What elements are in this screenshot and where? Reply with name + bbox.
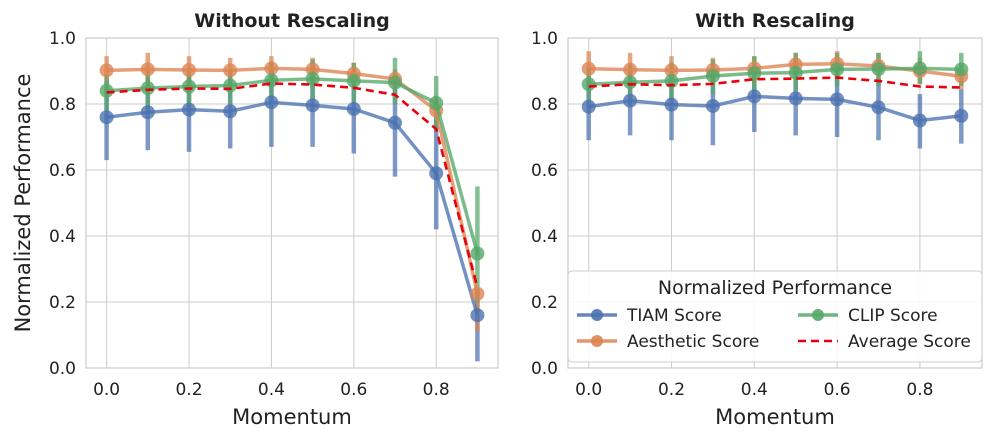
panel-with-rescaling: 0.0 0.2 0.4 0.6 0.8 1.0 0.0 0.2 0.4 0.6 0.8 With Re… — [531, 10, 983, 429]
x-tick-label: 0.0 — [575, 380, 602, 400]
y-tick-label: 0.2 — [49, 293, 76, 313]
data-point-clip-score — [388, 75, 402, 90]
data-point-aesthetic-score — [305, 62, 320, 77]
y-tick-label: 0.2 — [531, 293, 558, 313]
data-point-clip-score — [140, 81, 155, 96]
legend-marker — [591, 309, 603, 321]
data-point-tiam-score — [912, 113, 927, 128]
chart-title: With Rescaling — [695, 10, 855, 32]
axes-frame — [85, 37, 499, 369]
data-point-clip-score — [223, 78, 238, 93]
chart-title: Without Rescaling — [194, 10, 389, 32]
data-point-tiam-score — [305, 98, 320, 113]
data-point-tiam-score — [388, 115, 402, 130]
data-point-aesthetic-score — [470, 286, 485, 301]
data-point-aesthetic-score — [264, 61, 279, 76]
data-point-clip-score — [912, 61, 927, 76]
panel-without-rescaling: 0.0 0.2 0.4 0.6 0.8 1.0 0.0 0.2 0.4 0.6 0.8 Without… — [11, 10, 499, 429]
legend-label: CLIP Score — [848, 306, 938, 326]
y-tick-label: 0.4 — [49, 227, 76, 247]
data-point-tiam-score — [871, 100, 886, 115]
axes-frame — [567, 37, 983, 369]
legend-label: Average Score — [848, 332, 971, 352]
series-line-clip-score — [106, 77, 480, 254]
legend: Normalized Performance TIAM Score CLIP Sc… — [567, 270, 983, 363]
data-point-aesthetic-score — [623, 62, 638, 77]
data-point-clip-score — [470, 246, 485, 261]
data-point-tiam-score — [747, 89, 762, 104]
data-point-tiam-score — [429, 166, 444, 181]
y-tick-label: 0.6 — [531, 161, 558, 181]
series-line-average-score — [106, 82, 479, 288]
data-point-tiam-score — [705, 98, 720, 113]
data-point-clip-score — [623, 75, 638, 90]
data-point-tiam-score — [140, 105, 155, 120]
data-point-aesthetic-score — [140, 62, 155, 77]
series-line-clip-score — [588, 66, 962, 86]
data-point-tiam-score — [954, 108, 969, 123]
x-tick-label: 0.8 — [423, 380, 450, 400]
x-axis-label: Momentum — [232, 405, 352, 429]
data-point-tiam-score — [581, 99, 596, 114]
legend-marker — [591, 335, 603, 347]
data-point-clip-score — [581, 77, 596, 92]
x-tick-label: 0.0 — [93, 380, 120, 400]
series-line-average-score — [588, 76, 962, 89]
data-point-clip-score — [747, 66, 762, 81]
data-point-aesthetic-score — [223, 63, 238, 78]
data-point-tiam-score — [264, 95, 279, 110]
y-tick-label: 1.0 — [531, 29, 558, 49]
data-point-tiam-score — [470, 308, 485, 323]
data-point-tiam-score — [223, 104, 238, 119]
y-tick-label: 1.0 — [49, 29, 76, 49]
data-point-aesthetic-score — [581, 61, 596, 76]
x-tick-label: 0.8 — [906, 380, 933, 400]
legend-label: TIAM Score — [626, 306, 722, 326]
x-tick-label: 0.4 — [258, 380, 285, 400]
data-point-clip-score — [788, 65, 803, 80]
series-line-tiam-score — [106, 100, 480, 316]
data-point-tiam-score — [664, 97, 679, 112]
data-point-clip-score — [429, 96, 444, 111]
legend-title: Normalized Performance — [658, 277, 892, 299]
data-point-clip-score — [99, 83, 114, 98]
x-tick-label: 0.4 — [741, 380, 768, 400]
y-tick-label: 0.4 — [531, 227, 558, 247]
data-point-tiam-score — [788, 91, 803, 106]
data-point-aesthetic-score — [99, 63, 114, 78]
x-tick-label: 0.2 — [658, 380, 685, 400]
data-point-tiam-score — [346, 101, 361, 116]
series-line-tiam-score — [588, 94, 962, 123]
series-line-aesthetic-score — [106, 66, 480, 295]
data-point-clip-score — [954, 62, 969, 77]
data-point-tiam-score — [182, 102, 196, 117]
y-axis-label: Normalized Performance — [11, 74, 35, 333]
data-point-clip-score — [346, 73, 361, 88]
y-tick-label: 0.0 — [531, 359, 558, 379]
x-axis-label: Momentum — [715, 405, 835, 429]
data-point-tiam-score — [830, 92, 845, 107]
data-point-clip-score — [305, 71, 320, 86]
y-tick-label: 0.8 — [49, 95, 76, 115]
y-tick-label: 0.6 — [49, 161, 76, 181]
x-tick-label: 0.6 — [340, 380, 367, 400]
legend-box — [567, 270, 983, 363]
data-point-clip-score — [182, 79, 196, 94]
data-point-aesthetic-score — [664, 63, 679, 78]
x-tick-label: 0.2 — [175, 380, 202, 400]
data-point-clip-score — [705, 68, 720, 83]
data-point-tiam-score — [623, 93, 638, 108]
data-point-clip-score — [871, 62, 886, 77]
y-tick-label: 0.0 — [49, 359, 76, 379]
y-tick-label: 0.8 — [531, 95, 558, 115]
legend-label: Aesthetic Score — [627, 332, 759, 352]
x-tick-label: 0.6 — [824, 380, 851, 400]
data-point-tiam-score — [99, 110, 114, 125]
data-point-aesthetic-score — [182, 63, 196, 78]
legend-marker — [812, 309, 824, 321]
data-point-clip-score — [830, 62, 845, 77]
